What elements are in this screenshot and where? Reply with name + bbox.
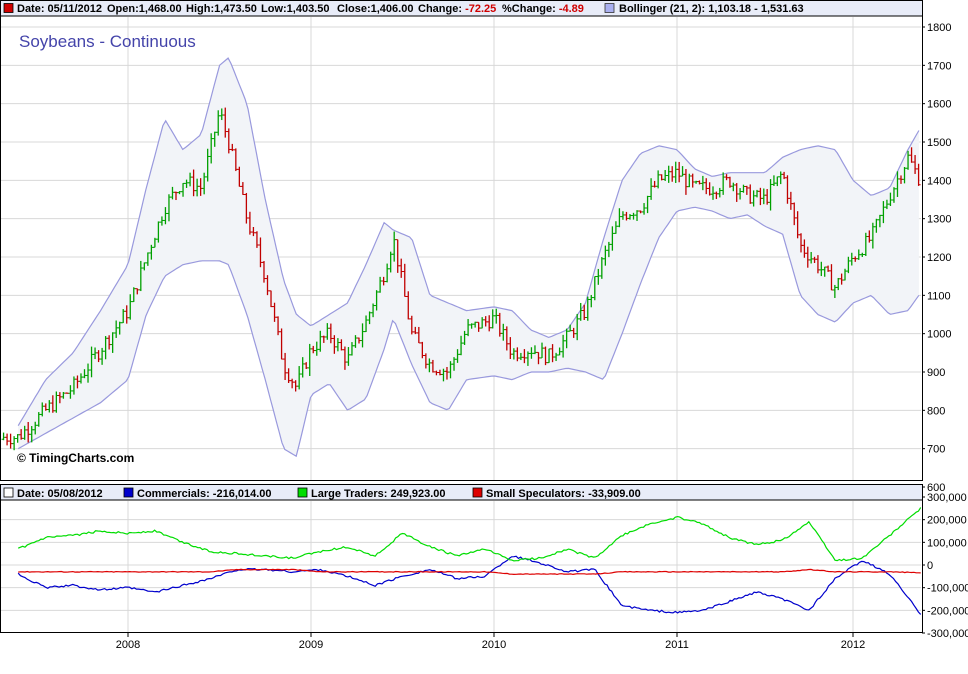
x-tick-label: 2009 bbox=[299, 639, 323, 651]
cot-header-small: Small Speculators: -33,909.00 bbox=[486, 488, 641, 500]
bollinger-upper-line bbox=[17, 57, 920, 427]
x-axis: 2008 2009 2010 2011 2012 bbox=[116, 633, 865, 651]
cot-y-tick-label: -200,000 bbox=[927, 605, 968, 617]
bollinger-lower-line bbox=[17, 206, 920, 458]
x-tick-label: 2012 bbox=[841, 639, 865, 651]
header-high: High:1,473.50 bbox=[186, 3, 257, 15]
commercials-swatch bbox=[123, 487, 134, 498]
cot-y-tick-label: 0 bbox=[927, 560, 933, 572]
price-y-tick-label: 1700 bbox=[927, 60, 951, 72]
cot-header-large: Large Traders: 249,923.00 bbox=[311, 488, 446, 500]
cot-line-small-speculators bbox=[18, 568, 921, 576]
header-bollinger: Bollinger (21, 2): 1,103.18 - 1,531.63 bbox=[619, 3, 804, 15]
price-y-tick-label: 1400 bbox=[927, 175, 951, 187]
cot-line-commercials bbox=[17, 555, 922, 615]
price-legend-swatch bbox=[3, 3, 14, 13]
chart-title: Soybeans - Continuous bbox=[19, 32, 196, 51]
cot-date-swatch bbox=[3, 487, 14, 498]
price-y-tick-label: 600 bbox=[927, 482, 945, 494]
header-pct-value: -4.89 bbox=[559, 3, 584, 15]
header-close: Close:1,406.00 bbox=[337, 3, 413, 15]
price-panel: Date: 05/11/2012 Open:1,468.00 High:1,47… bbox=[0, 0, 951, 494]
x-tick-label: 2011 bbox=[665, 639, 689, 651]
cot-line-large-traders bbox=[17, 507, 922, 562]
cot-y-axis: -300,000 -200,000 -100,000 0 100,000 200,000 3… bbox=[922, 492, 968, 640]
price-y-tick-label: 1300 bbox=[927, 214, 951, 226]
price-y-tick-label: 700 bbox=[927, 444, 945, 456]
price-y-tick-label: 1100 bbox=[927, 290, 951, 302]
price-y-tick-label: 1800 bbox=[927, 22, 951, 34]
header-low: Low:1,403.50 bbox=[261, 3, 329, 15]
copyright-text: © TimingCharts.com bbox=[17, 451, 134, 465]
ohlc-bar bbox=[916, 163, 921, 186]
price-y-axis: 600 700 800 900 1000 1100 1200 1300 1400 1500 1600… bbox=[922, 22, 951, 494]
header-change-label: Change: bbox=[418, 3, 462, 15]
bollinger-legend-swatch bbox=[604, 3, 615, 13]
cot-plot-frame bbox=[0, 484, 923, 633]
cot-header-commercials: Commercials: -216,014.00 bbox=[137, 488, 272, 500]
cot-series-lines bbox=[17, 507, 922, 615]
price-y-tick-label: 1000 bbox=[927, 329, 951, 341]
x-tick-label: 2008 bbox=[116, 639, 140, 651]
price-y-tick-label: 1500 bbox=[927, 137, 951, 149]
bollinger-band-fill bbox=[18, 58, 919, 457]
price-bars bbox=[1, 107, 921, 451]
cot-panel: Date: 05/08/2012 Commercials: -216,014.0… bbox=[0, 484, 968, 640]
cot-y-tick-label: 200,000 bbox=[927, 515, 967, 527]
price-y-tick-label: 800 bbox=[927, 405, 945, 417]
cot-y-tick-label: 100,000 bbox=[927, 537, 967, 549]
cot-y-tick-label: -300,000 bbox=[927, 628, 968, 640]
cot-header-date: Date: 05/08/2012 bbox=[17, 488, 103, 500]
header-change-value: -72.25 bbox=[465, 3, 496, 15]
cot-header-bar bbox=[1, 485, 922, 500]
price-header-text: Date: 05/11/2012 Open:1,468.00 High:1,47… bbox=[17, 3, 584, 15]
price-y-tick-label: 900 bbox=[927, 367, 945, 379]
header-open: Open:1,468.00 bbox=[107, 3, 182, 15]
price-header-bar bbox=[1, 1, 922, 16]
large-traders-swatch bbox=[297, 487, 308, 498]
price-y-tick-label: 1600 bbox=[927, 99, 951, 111]
cot-y-tick-label: 300,000 bbox=[927, 492, 967, 504]
price-y-tick-label: 1200 bbox=[927, 252, 951, 264]
cot-y-tick-label: -100,000 bbox=[927, 583, 968, 595]
x-tick-label: 2010 bbox=[482, 639, 506, 651]
header-pct-label: %Change: bbox=[502, 3, 556, 15]
header-date: Date: 05/11/2012 bbox=[17, 3, 102, 15]
small-spec-swatch bbox=[472, 487, 483, 498]
